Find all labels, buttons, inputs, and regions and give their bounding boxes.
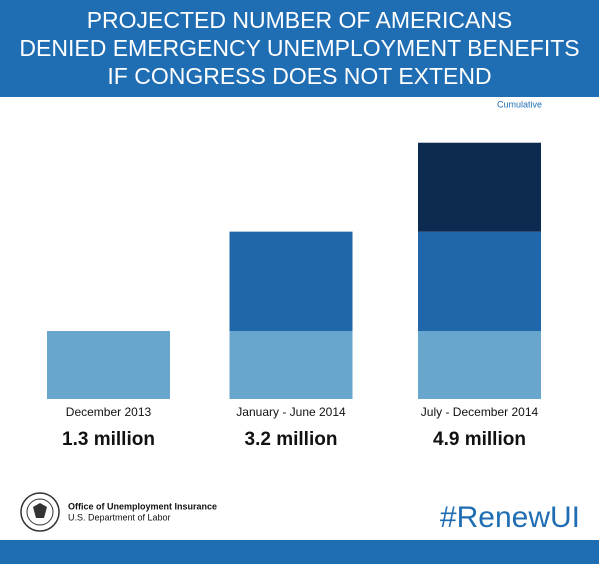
title-line: IF CONGRESS DOES NOT EXTEND xyxy=(107,63,491,89)
bar-segment xyxy=(418,331,541,399)
title-line: PROJECTED NUMBER OF AMERICANS xyxy=(87,7,513,33)
bar-segment xyxy=(47,331,170,399)
bar-segment xyxy=(229,331,353,399)
bar-segment xyxy=(418,142,541,232)
category-label: January - June 2014 xyxy=(236,405,346,419)
title-line: DENIED EMERGENCY UNEMPLOYMENT BENEFITS xyxy=(19,35,579,61)
office-name: Office of Unemployment Insurance xyxy=(68,501,217,511)
bar-segment xyxy=(229,231,353,332)
annotation: Cumulative xyxy=(497,99,542,109)
department-name: U.S. Department of Labor xyxy=(68,512,171,522)
total-label: 3.2 million xyxy=(245,429,338,450)
header-band xyxy=(0,0,599,97)
hashtag: #RenewUI xyxy=(440,501,580,534)
total-label: 1.3 million xyxy=(62,429,155,450)
total-label: 4.9 million xyxy=(433,429,526,450)
bar-segment xyxy=(418,231,541,332)
seal xyxy=(20,492,60,532)
category-label: December 2013 xyxy=(66,405,152,419)
category-label: July - December 2014 xyxy=(421,405,539,419)
footer-band xyxy=(0,540,599,564)
